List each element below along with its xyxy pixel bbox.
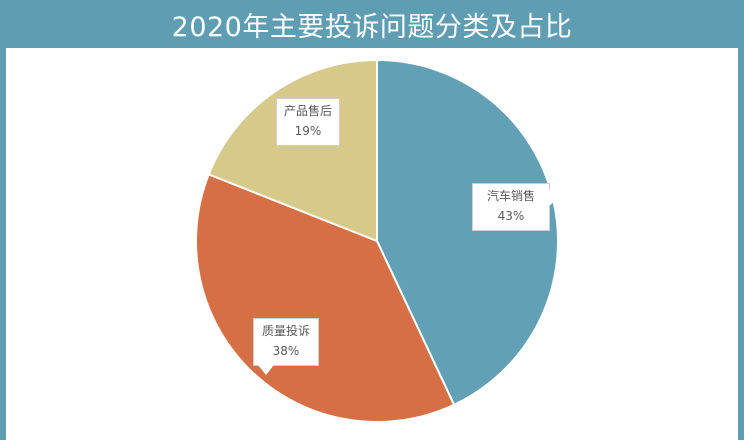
data-label-after-sales: 产品售后 19% [276,98,340,146]
data-label-car-sales: 汽车销售 43% [472,183,559,231]
chart-title: 2020年主要投诉问题分类及占比 [171,11,573,43]
data-label-percent: 38% [272,344,300,358]
data-label-percent: 19% [294,124,322,138]
data-label-name: 产品售后 [283,104,332,118]
data-label-name: 汽车销售 [486,189,535,203]
data-label-percent: 43% [497,209,525,223]
data-label-quality-complaints: 质量投诉 38% [253,318,319,375]
data-label-name: 质量投诉 [261,324,310,338]
callout-pointer [549,190,559,206]
callout-pointer [258,365,274,375]
